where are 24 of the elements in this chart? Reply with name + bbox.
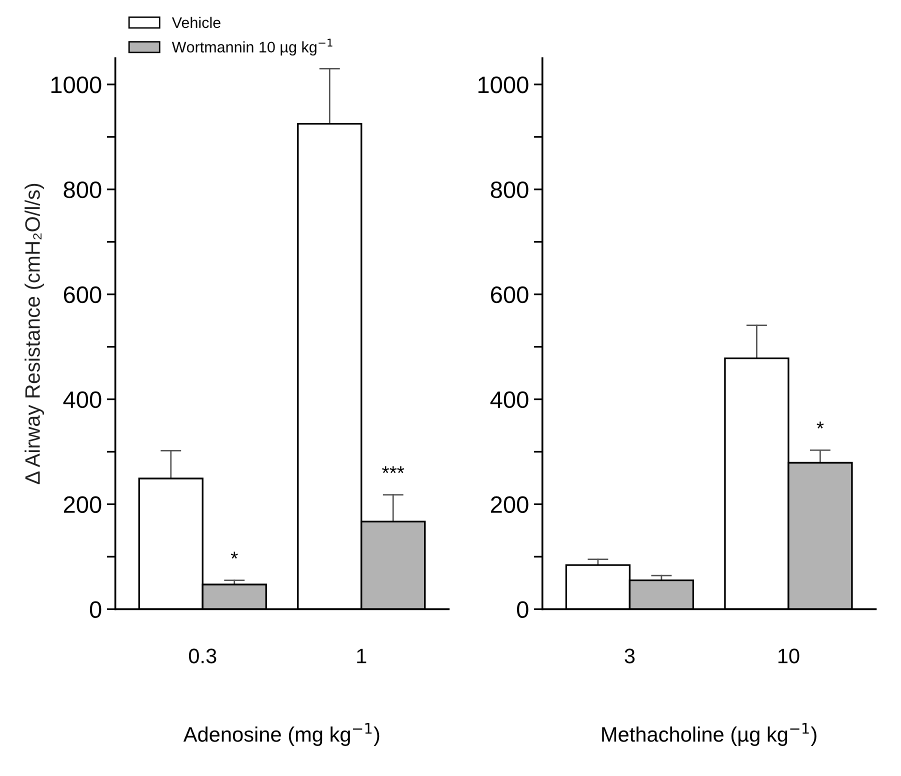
y-tick-label: 800	[490, 181, 528, 198]
y-tick-label: 400	[490, 391, 528, 408]
y-tick-label: 0	[90, 601, 102, 618]
y-tick-label: 1000	[478, 76, 528, 94]
x-tick-label: 3	[624, 648, 635, 664]
y-tick-label: 600	[491, 286, 528, 304]
x-tick-label: 10	[778, 648, 800, 664]
legend-label: Wortmannin 10 µg kg$^{−1}$	[172, 38, 332, 56]
y-axis-title: Δ Airway Resistance (cmH₂O/l/s)	[24, 184, 44, 484]
x-tick-label: 0.3	[188, 648, 216, 664]
y-tick-label: 1000	[51, 76, 102, 94]
y-tick-label: 400	[63, 391, 102, 408]
y-tick-label: 600	[64, 286, 102, 304]
y-tick-label: 0	[517, 601, 528, 618]
y-tick-label: 800	[64, 181, 102, 198]
annotation: *	[230, 552, 238, 559]
annotation: *	[816, 422, 824, 428]
legend-label: Vehicle	[172, 16, 220, 28]
x-axis-title: Adenosine (mg kg$^{−1}$)	[183, 723, 380, 746]
y-tick-label: 200	[64, 496, 102, 514]
annotation: ***	[382, 466, 404, 474]
x-tick-label: 1	[357, 648, 366, 664]
x-axis-title: Methacholine (µg kg$^{−1}$)	[602, 723, 816, 746]
y-tick-label: 200	[491, 496, 528, 514]
